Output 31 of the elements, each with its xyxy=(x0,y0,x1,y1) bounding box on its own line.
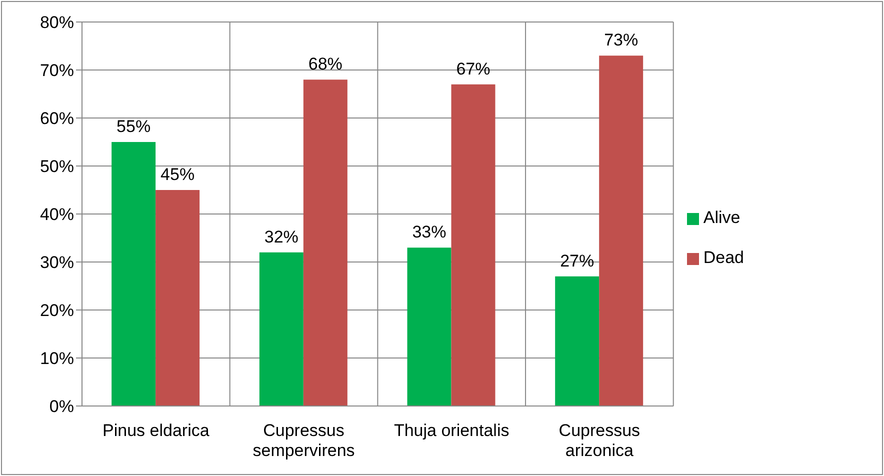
y-tick-label: 40% xyxy=(40,205,74,224)
data-label: 27% xyxy=(560,251,594,270)
data-label: 45% xyxy=(160,165,195,184)
data-label: 32% xyxy=(264,227,298,246)
x-tick-label: Cupressus arizonica xyxy=(558,421,640,460)
data-label: 33% xyxy=(412,222,446,242)
y-tick-label: 70% xyxy=(40,61,74,80)
x-tick-label: Pinus eldarica xyxy=(102,421,210,440)
legend-label: Dead xyxy=(703,248,744,267)
data-label: 73% xyxy=(604,30,638,50)
bar xyxy=(407,248,452,406)
bar xyxy=(451,84,496,406)
y-tick-label: 60% xyxy=(40,109,74,128)
y-tick-label: 30% xyxy=(40,253,74,272)
bar xyxy=(303,80,348,406)
y-tick-label: 0% xyxy=(49,397,74,416)
bar xyxy=(555,276,600,406)
data-label: 55% xyxy=(116,117,151,136)
legend-label: Alive xyxy=(703,208,740,227)
bar xyxy=(112,142,156,406)
y-tick-label: 80% xyxy=(40,13,74,32)
x-tick-label: Cupressus sempervirens xyxy=(252,421,355,460)
y-tick-label: 50% xyxy=(40,157,74,176)
y-tick-label: 10% xyxy=(40,349,74,368)
x-tick-label: Thuja orientalis xyxy=(394,421,510,440)
y-tick-label: 20% xyxy=(40,301,74,320)
data-label: 67% xyxy=(456,59,490,78)
bar xyxy=(599,56,644,406)
bar xyxy=(156,190,200,406)
data-label: 68% xyxy=(308,54,342,74)
bar xyxy=(259,252,304,406)
